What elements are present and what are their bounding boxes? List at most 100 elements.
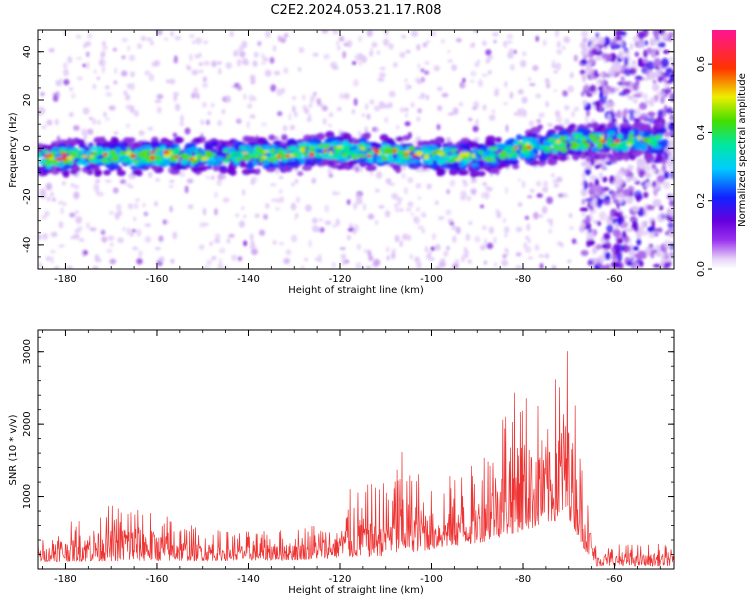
heatmap-cell <box>640 163 647 169</box>
heatmap-cell <box>159 145 166 152</box>
heatmap-cell <box>92 117 96 125</box>
heatmap-cell <box>489 158 496 162</box>
heatmap-cell <box>281 134 288 141</box>
heatmap-cell <box>589 209 597 214</box>
heatmap-cell <box>477 79 483 88</box>
heatmap-cell <box>437 216 445 220</box>
heatmap-cell <box>580 30 589 38</box>
heatmap-cell <box>401 172 406 179</box>
heatmap-cell <box>393 203 399 209</box>
heatmap-cell <box>104 117 111 121</box>
heatmap-cell <box>598 123 606 130</box>
heatmap-cell <box>569 145 576 150</box>
heatmap-cell <box>214 160 220 167</box>
heatmap-cell <box>401 150 406 155</box>
heatmap-cell <box>608 85 616 95</box>
heatmap-cell <box>85 61 90 70</box>
heatmap-cell <box>293 152 299 158</box>
heatmap-cell <box>580 91 585 97</box>
heatmap-cell <box>468 117 473 122</box>
heatmap-cell <box>517 178 522 182</box>
heatmap-cell <box>366 30 373 37</box>
heatmap-cell <box>471 148 479 154</box>
heatmap-cell <box>668 163 674 171</box>
heatmap-cell <box>102 152 109 157</box>
heatmap-cell <box>618 50 624 59</box>
heatmap-cell <box>671 62 674 67</box>
heatmap-cell <box>49 191 55 198</box>
heatmap-cell <box>202 82 209 89</box>
heatmap-cell <box>437 105 443 112</box>
heatmap-cell <box>40 91 45 97</box>
heatmap-cell <box>472 125 479 133</box>
heatmap-cell <box>590 121 599 130</box>
heatmap-cell <box>41 124 47 130</box>
heatmap-cell <box>421 228 426 234</box>
heatmap-cell <box>216 61 223 65</box>
heatmap-cell <box>546 218 554 223</box>
heatmap-cell <box>264 203 270 209</box>
heatmap-cell <box>650 250 655 259</box>
heatmap-cell <box>527 256 534 260</box>
heatmap-cell <box>42 149 49 155</box>
heatmap-cell <box>426 183 432 190</box>
heatmap-cell <box>339 92 345 100</box>
heatmap-cell <box>354 53 361 62</box>
heatmap-cell <box>101 65 106 74</box>
heatmap-cell <box>61 152 68 157</box>
heatmap-cell <box>95 169 103 176</box>
heatmap-cell <box>591 198 599 208</box>
heatmap-cell <box>169 205 173 213</box>
heatmap-cell <box>361 56 367 62</box>
heatmap-cell <box>431 233 437 241</box>
heatmap-cell <box>40 215 47 220</box>
heatmap-cell <box>505 124 509 133</box>
heatmap-cell <box>78 143 87 149</box>
heatmap-cell <box>186 178 194 184</box>
heatmap-cell <box>67 265 73 269</box>
heatmap-cell <box>226 166 234 175</box>
heatmap-cell <box>492 236 497 244</box>
heatmap-cell <box>172 231 178 239</box>
heatmap-cell <box>462 159 469 165</box>
heatmap-cell <box>311 217 318 224</box>
heatmap-cell <box>668 156 674 163</box>
heatmap-cell <box>369 50 374 57</box>
heatmap-cell <box>416 261 422 269</box>
heatmap-cell <box>138 130 145 136</box>
heatmap-cell <box>560 147 568 153</box>
snr-x-tick-label: -120 <box>329 574 352 585</box>
heatmap-cell <box>668 199 674 207</box>
heatmap-cell <box>651 163 657 170</box>
heatmap-cell <box>434 138 442 145</box>
heatmap-cell <box>402 154 410 160</box>
heatmap-cell <box>290 202 297 211</box>
heatmap-cell <box>365 265 370 269</box>
heatmap-cell <box>575 150 582 156</box>
heatmap-cell <box>530 126 541 135</box>
heatmap-cell <box>633 117 642 123</box>
heatmap-cell <box>68 112 74 118</box>
heatmap-cell <box>154 155 162 160</box>
heatmap-cell <box>376 161 385 167</box>
heatmap-cell <box>303 142 311 147</box>
spectrogram-x-tick-label: -60 <box>606 274 622 285</box>
heatmap-cell <box>404 107 409 113</box>
heatmap-cell <box>388 43 394 50</box>
heatmap-cell <box>470 188 477 194</box>
heatmap-cell <box>206 259 213 266</box>
heatmap-cell <box>521 96 528 104</box>
heatmap-cell <box>251 176 258 183</box>
heatmap-cell <box>388 90 396 98</box>
heatmap-cell <box>542 145 547 150</box>
heatmap-cell <box>126 83 132 89</box>
heatmap-cell <box>113 131 119 135</box>
heatmap-cell <box>565 37 570 44</box>
heatmap-cell <box>85 222 91 230</box>
heatmap-cell <box>657 41 666 48</box>
heatmap-cell <box>367 213 375 220</box>
heatmap-cell <box>609 212 614 222</box>
heatmap-cell <box>222 197 230 203</box>
heatmap-cell <box>595 32 600 39</box>
heatmap-cell <box>669 251 674 257</box>
